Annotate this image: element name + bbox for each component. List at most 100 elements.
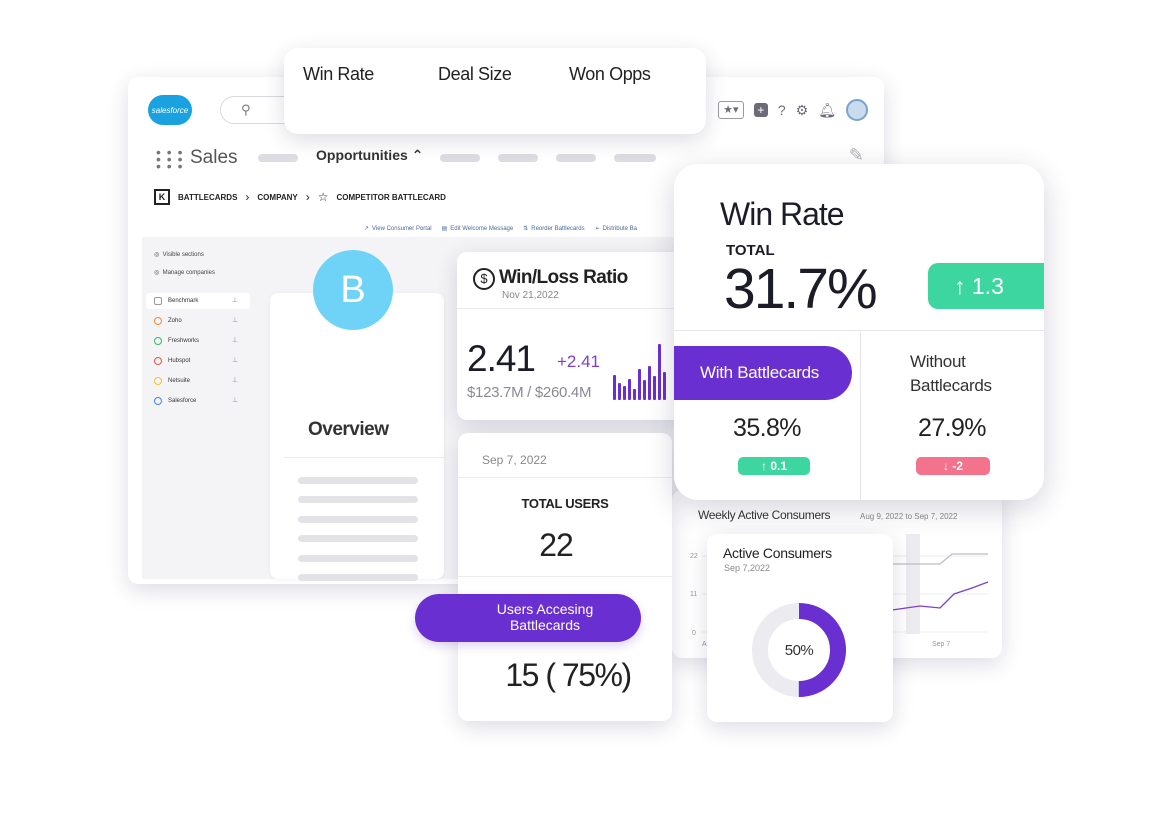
send-icon: ➢ — [594, 226, 600, 232]
sidebar-item-hubspot[interactable]: Hubspot ⊥ — [146, 353, 250, 369]
win-rate-delta-value: 1.3 — [971, 273, 1004, 299]
text-placeholder — [298, 516, 418, 523]
company-dot-icon — [154, 357, 162, 365]
users-accessing-label: Battlecards — [509, 617, 581, 633]
breadcrumb-item[interactable]: COMPANY — [257, 192, 298, 202]
text-placeholder — [298, 477, 418, 484]
edit-welcome-link[interactable]: ▤ Edit Welcome Message — [442, 225, 514, 232]
win-loss-delta: +2.41 — [557, 352, 601, 371]
battlecards-logo-icon: K — [154, 189, 170, 205]
action-label: Edit Welcome Message — [450, 226, 514, 232]
win-loss-amounts: $123.7M / $260.4M — [467, 384, 592, 401]
reorder-icon: ⇅ — [523, 226, 529, 232]
total-users-label: TOTAL USERS — [521, 496, 609, 511]
sparkbar — [638, 369, 641, 400]
sidebar-item-label: Hubspot — [168, 358, 191, 364]
x-tick-label: Sep 7 — [932, 641, 950, 648]
y-tick-label: 0 — [692, 630, 696, 637]
pin-icon[interactable]: ⊥ — [231, 317, 238, 324]
sparkbar — [613, 375, 616, 400]
sidebar-item-zoho[interactable]: Zoho ⊥ — [146, 313, 250, 329]
bell-icon[interactable]: 🔔︎ — [818, 101, 836, 118]
metric-won-opps[interactable]: Won Opps — [569, 64, 651, 85]
metric-win-rate[interactable]: Win Rate — [303, 64, 374, 85]
company-dot-icon — [154, 317, 162, 325]
without-battlecards-delta-badge: ↓ -2 — [916, 457, 990, 475]
sidebar-item-freshworks[interactable]: Freshworks ⊥ — [146, 333, 250, 349]
highlight-band — [906, 534, 920, 634]
pin-icon[interactable]: ⊥ — [231, 397, 238, 404]
divider — [860, 330, 861, 500]
sidebar-item-label: Visible sections — [162, 252, 204, 258]
favorites-icon[interactable]: ★▾ — [717, 101, 744, 119]
with-battlecards-tab[interactable]: With Battlecards — [674, 346, 852, 400]
company-avatar[interactable]: B — [313, 250, 393, 330]
view-portal-link[interactable]: ↗ View Consumer Portal — [364, 225, 432, 232]
sparkbar — [658, 344, 661, 400]
chevron-right-icon: › — [245, 190, 250, 204]
divider — [674, 330, 1044, 331]
chevron-up-icon: ⌃ — [411, 147, 424, 163]
app-nav: • • • • • • • • • Sales Opportunities ⌃ ✎ — [128, 139, 884, 175]
star-icon[interactable]: ☆ — [317, 190, 329, 204]
settings-icon: ◎ — [154, 270, 160, 276]
pin-icon[interactable]: ⊥ — [231, 357, 238, 364]
metric-deal-size[interactable]: Deal Size — [438, 64, 512, 85]
tab-opportunities[interactable]: Opportunities ⌃ — [316, 147, 423, 164]
pin-icon[interactable]: ⊥ — [231, 337, 238, 344]
weekly-title: Weekly Active Consumers — [698, 508, 831, 522]
reorder-link[interactable]: ⇅ Reorder Battlecards — [523, 225, 584, 232]
nav-tab-placeholder[interactable] — [440, 154, 480, 162]
company-dot-icon — [154, 397, 162, 405]
salesforce-logo[interactable]: salesforce — [148, 95, 192, 125]
win-rate-card: Win Rate TOTAL 31.7% ↑ 1.3 With Battleca… — [674, 164, 1044, 500]
action-label: Distribute Ba — [602, 226, 637, 232]
sidebar-item-salesforce[interactable]: Salesforce ⊥ — [146, 393, 250, 409]
arrow-up-icon: ↑ — [760, 459, 767, 473]
overview-title: Overview — [308, 419, 389, 440]
without-battlecards-tab[interactable]: Without Battlecards — [910, 350, 992, 398]
users-accessing-value: 15 ( 75%) — [505, 657, 632, 693]
pin-icon[interactable]: ⊥ — [231, 297, 238, 304]
header-icons: ★▾ + ? ⚙ 🔔︎ — [717, 99, 868, 121]
total-users-value: 22 — [539, 527, 574, 563]
without-battlecards-label: Without — [910, 352, 966, 371]
sidebar-item-label: Manage companies — [162, 270, 215, 276]
app-launcher-icon[interactable]: • • • • • • • • • — [156, 144, 184, 174]
sparkbar — [633, 389, 636, 400]
sparkbar — [623, 386, 626, 400]
pencil-icon[interactable]: ✎ — [848, 145, 864, 165]
sparkbar — [618, 383, 621, 400]
help-icon[interactable]: ? — [777, 102, 786, 118]
sidebar-item-manage-companies[interactable]: ◎ Manage companies — [154, 269, 215, 276]
donut-percent-label: 50% — [784, 642, 814, 659]
series-line-purple — [891, 581, 989, 611]
sidebar-item-visible-sections[interactable]: ◎ Visible sections — [154, 251, 204, 258]
external-link-icon: ↗ — [364, 226, 370, 232]
nav-tab-placeholder[interactable] — [556, 154, 596, 162]
win-loss-value: 2.41 — [467, 338, 536, 379]
add-icon[interactable]: + — [753, 103, 768, 117]
gear-icon[interactable]: ⚙ — [795, 101, 809, 118]
divider — [284, 457, 444, 458]
active-consumers-date: Sep 7,2022 — [724, 563, 771, 573]
sparkbar — [653, 376, 656, 400]
users-accessing-pill[interactable]: Users Accesing Battlecards — [415, 594, 641, 642]
win-loss-card: $ Win/Loss Ratio Nov 21,2022 2.41 +2.41 … — [457, 252, 687, 420]
active-consumers-donut — [752, 603, 846, 697]
sidebar-item-label: Salesforce — [168, 398, 197, 404]
breadcrumb-item[interactable]: COMPETITOR BATTLECARD — [336, 192, 446, 202]
user-avatar[interactable] — [846, 99, 868, 121]
action-bar: ↗ View Consumer Portal ▤ Edit Welcome Mess… — [364, 225, 637, 232]
metrics-strip: Win Rate Deal Size Won Opps — [284, 48, 706, 134]
sidebar-item-netsuite[interactable]: Netsuite ⊥ — [146, 373, 250, 389]
breadcrumb-item[interactable]: BATTLECARDS — [178, 192, 238, 202]
nav-tab-placeholder[interactable] — [258, 154, 298, 162]
distribute-link[interactable]: ➢ Distribute Ba — [595, 225, 637, 232]
pin-icon[interactable]: ⊥ — [231, 377, 238, 384]
sidebar-item-benchmark[interactable]: Benchmark ⊥ — [146, 293, 250, 309]
nav-tab-placeholder[interactable] — [614, 154, 656, 162]
text-placeholder — [298, 496, 418, 503]
nav-tab-placeholder[interactable] — [498, 154, 538, 162]
win-rate-total-value: 31.7% — [724, 257, 878, 321]
